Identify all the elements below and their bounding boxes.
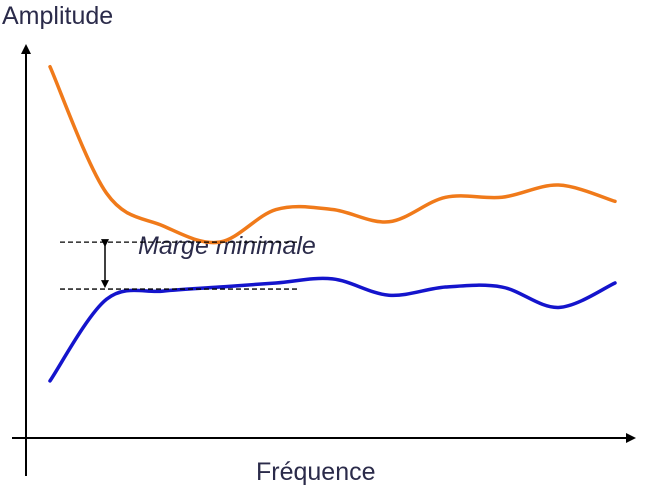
margin-annotation-label: Marge minimale xyxy=(138,232,316,260)
y-axis-label: Amplitude xyxy=(2,2,114,30)
series-line-1 xyxy=(48,64,617,245)
series-line-2 xyxy=(48,276,617,383)
x-axis-label: Fréquence xyxy=(256,458,376,486)
